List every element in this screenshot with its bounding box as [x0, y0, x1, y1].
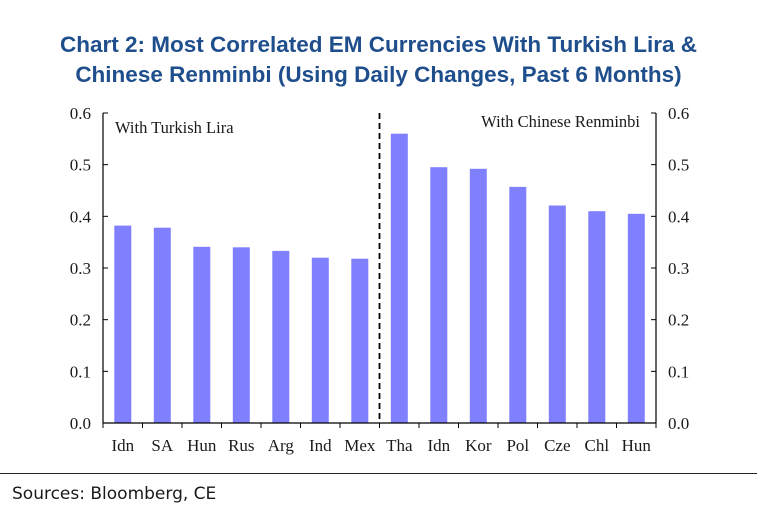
- bar-13-chl: [588, 211, 606, 423]
- y-tick-label-right: 0.6: [668, 104, 689, 123]
- x-tick-label-9: Idn: [427, 436, 450, 455]
- labels-layer: 0.0 0.1 0.2 0.3 0.4 0.5 0.6 0.0 0.1 0.2 0.3 0.4 0.5 0…: [70, 104, 690, 455]
- annotation-turkish-lira: With Turkish Lira: [115, 118, 234, 137]
- source-divider: [0, 473, 757, 474]
- bars-layer: [114, 133, 645, 424]
- x-tick-label-10: Kor: [465, 436, 492, 455]
- x-tick-label-1: Idn: [111, 436, 134, 455]
- frame-top: [0, 0, 757, 3]
- bar-8-tha: [390, 133, 408, 423]
- x-tick-label-14: Hun: [622, 436, 652, 455]
- y-tick-label-right: 0.4: [668, 207, 690, 226]
- bar-12-cze: [548, 205, 566, 423]
- y-tick-label-right: 0.3: [668, 259, 689, 278]
- bar-7-mex: [351, 258, 369, 423]
- y-tick-label-right: 0.0: [668, 414, 689, 433]
- y-tick-label-right: 0.5: [668, 156, 689, 175]
- y-tick-label-left: 0.4: [70, 207, 92, 226]
- y-tick-label-left: 0.3: [70, 259, 91, 278]
- x-tick-label-5: Arg: [268, 436, 295, 455]
- x-tick-label-12: Cze: [544, 436, 570, 455]
- chart-title-line-2: Chinese Renminbi (Using Daily Changes, P…: [75, 62, 682, 87]
- bar-chart: 0.0 0.1 0.2 0.3 0.4 0.5 0.6 0.0 0.1 0.2 0.3 0.4 0.5 0…: [70, 104, 690, 455]
- bar-5-arg: [272, 250, 290, 423]
- source-note: Sources: Bloomberg, CE: [12, 484, 217, 504]
- x-tick-label-3: Hun: [187, 436, 217, 455]
- x-tick-label-6: Ind: [309, 436, 332, 455]
- bar-3-hun: [193, 246, 211, 423]
- x-tick-label-4: Rus: [228, 436, 254, 455]
- chart-title-line-1: Chart 2: Most Correlated EM Currencies W…: [60, 32, 697, 57]
- bar-11-pol: [509, 186, 527, 423]
- bar-1-idn: [114, 225, 132, 423]
- bar-9-idn: [430, 167, 448, 423]
- x-tick-label-2: SA: [151, 436, 173, 455]
- y-tick-label-right: 0.1: [668, 362, 689, 381]
- axes-layer: [102, 112, 657, 428]
- annotation-chinese-renminbi: With Chinese Renminbi: [481, 112, 640, 131]
- bar-14-hun: [627, 213, 645, 424]
- bar-4-rus: [232, 247, 250, 423]
- x-tick-label-8: Tha: [386, 436, 413, 455]
- chart-title: Chart 2: Most Correlated EM Currencies W…: [0, 30, 757, 90]
- bar-10-kor: [469, 168, 487, 423]
- y-tick-label-left: 0.0: [70, 414, 91, 433]
- bar-6-ind: [311, 257, 329, 423]
- y-tick-label-right: 0.2: [668, 311, 689, 330]
- x-tick-label-13: Chl: [585, 436, 610, 455]
- y-tick-label-left: 0.2: [70, 311, 91, 330]
- x-tick-label-11: Pol: [506, 436, 529, 455]
- y-tick-label-left: 0.5: [70, 156, 91, 175]
- y-tick-label-left: 0.1: [70, 362, 91, 381]
- x-tick-label-7: Mex: [344, 436, 376, 455]
- bar-2-sa: [153, 227, 171, 423]
- y-tick-label-left: 0.6: [70, 104, 91, 123]
